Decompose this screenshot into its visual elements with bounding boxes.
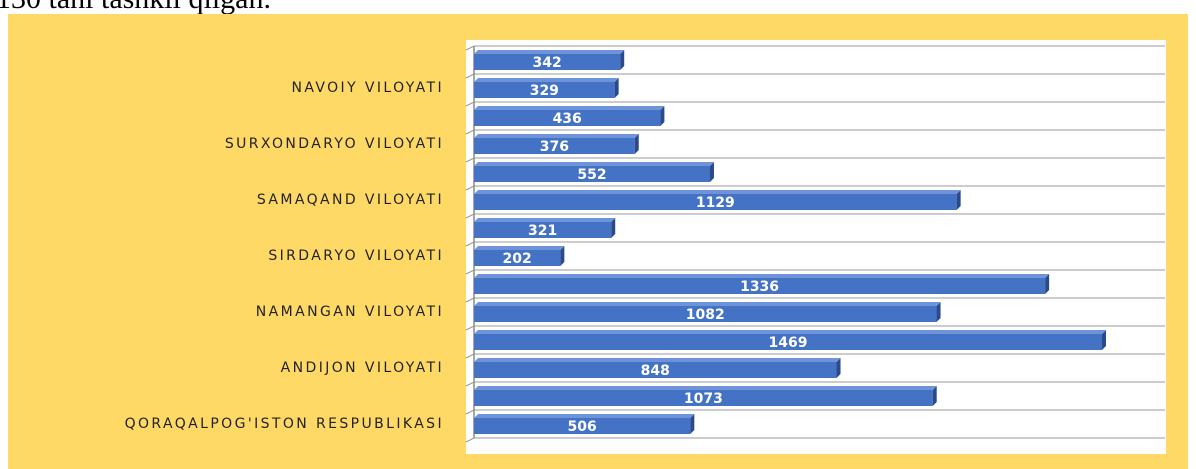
data-label: 342 <box>532 55 561 71</box>
data-label: 552 <box>577 167 606 183</box>
data-label: 1129 <box>696 195 735 211</box>
bar-top <box>474 274 1050 278</box>
grid-line <box>465 325 475 331</box>
grid-line <box>465 185 475 191</box>
bar-side <box>709 162 714 182</box>
grid-line <box>465 381 475 387</box>
bar-side <box>611 218 616 238</box>
bar-side <box>620 50 625 70</box>
y-tick-label: SIRDARYO VILOYATI <box>268 248 444 264</box>
bar <box>474 362 837 378</box>
bar <box>474 82 615 98</box>
bar <box>474 54 621 70</box>
bar-side <box>1045 274 1050 294</box>
bar <box>474 390 933 406</box>
bar-top <box>474 218 616 222</box>
bar-top <box>474 162 714 166</box>
bar-side <box>936 302 941 322</box>
bar <box>474 110 661 126</box>
grid-line <box>465 157 475 163</box>
bar <box>474 166 710 182</box>
grid-line <box>465 129 475 135</box>
y-tick-label: NAMANGAN VILOYATI <box>256 304 444 320</box>
bar-top <box>474 78 619 82</box>
grid-line <box>465 269 475 275</box>
bar-top <box>474 246 565 250</box>
grid-line <box>465 213 475 219</box>
bar-side <box>1101 330 1106 350</box>
y-tick-label: QORAQALPOG'ISTON RESPUBLIKASI <box>125 416 444 432</box>
bar <box>474 138 635 154</box>
data-label: 1073 <box>684 391 723 407</box>
y-tick-label: NAVOIY VILOYATI <box>291 80 444 96</box>
data-label: 506 <box>568 419 597 435</box>
bar-top <box>474 50 625 54</box>
grid-line <box>465 353 475 359</box>
data-label: 436 <box>553 111 582 127</box>
bar-side <box>634 134 639 154</box>
bar-top <box>474 386 937 390</box>
bar-top <box>474 414 695 418</box>
bar-side <box>660 106 665 126</box>
data-label: 1082 <box>686 307 725 323</box>
bar-top <box>474 134 639 138</box>
bar <box>474 250 561 266</box>
data-label: 202 <box>503 251 532 267</box>
data-label: 1469 <box>769 335 808 351</box>
bar-side <box>932 386 937 406</box>
grid-line <box>465 297 475 303</box>
bar-top <box>474 190 961 194</box>
bar-side <box>956 190 961 210</box>
y-tick-label: SAMAQAND VILOYATI <box>257 192 444 208</box>
grid-line <box>465 101 475 107</box>
y-tick-label: ANDIJON VILOYATI <box>281 360 444 376</box>
bar-side <box>560 246 565 266</box>
grid-line <box>465 241 475 247</box>
bar-top <box>474 106 665 110</box>
bar <box>474 418 691 434</box>
data-label: 848 <box>641 363 670 379</box>
data-label: 1336 <box>740 279 779 295</box>
data-label: 376 <box>540 139 569 155</box>
grid-line <box>465 73 475 79</box>
bar-side <box>690 414 695 434</box>
bar-top <box>474 302 941 306</box>
bar-top <box>474 358 841 362</box>
bar-top <box>474 330 1106 334</box>
grid-line <box>465 437 475 443</box>
y-tick-label: SURXONDARYO VILOYATI <box>225 136 444 152</box>
bar <box>474 334 1102 350</box>
bar-side <box>836 358 841 378</box>
bar <box>474 306 937 322</box>
data-label: 321 <box>528 223 557 239</box>
data-label: 329 <box>530 83 559 99</box>
bar-side <box>614 78 619 98</box>
bar <box>474 222 612 238</box>
grid-line <box>465 45 475 51</box>
bar <box>474 278 1046 294</box>
bar <box>474 194 957 210</box>
caption: 130 tani tashkil qilgan. <box>0 0 271 15</box>
grid-line <box>465 409 475 415</box>
